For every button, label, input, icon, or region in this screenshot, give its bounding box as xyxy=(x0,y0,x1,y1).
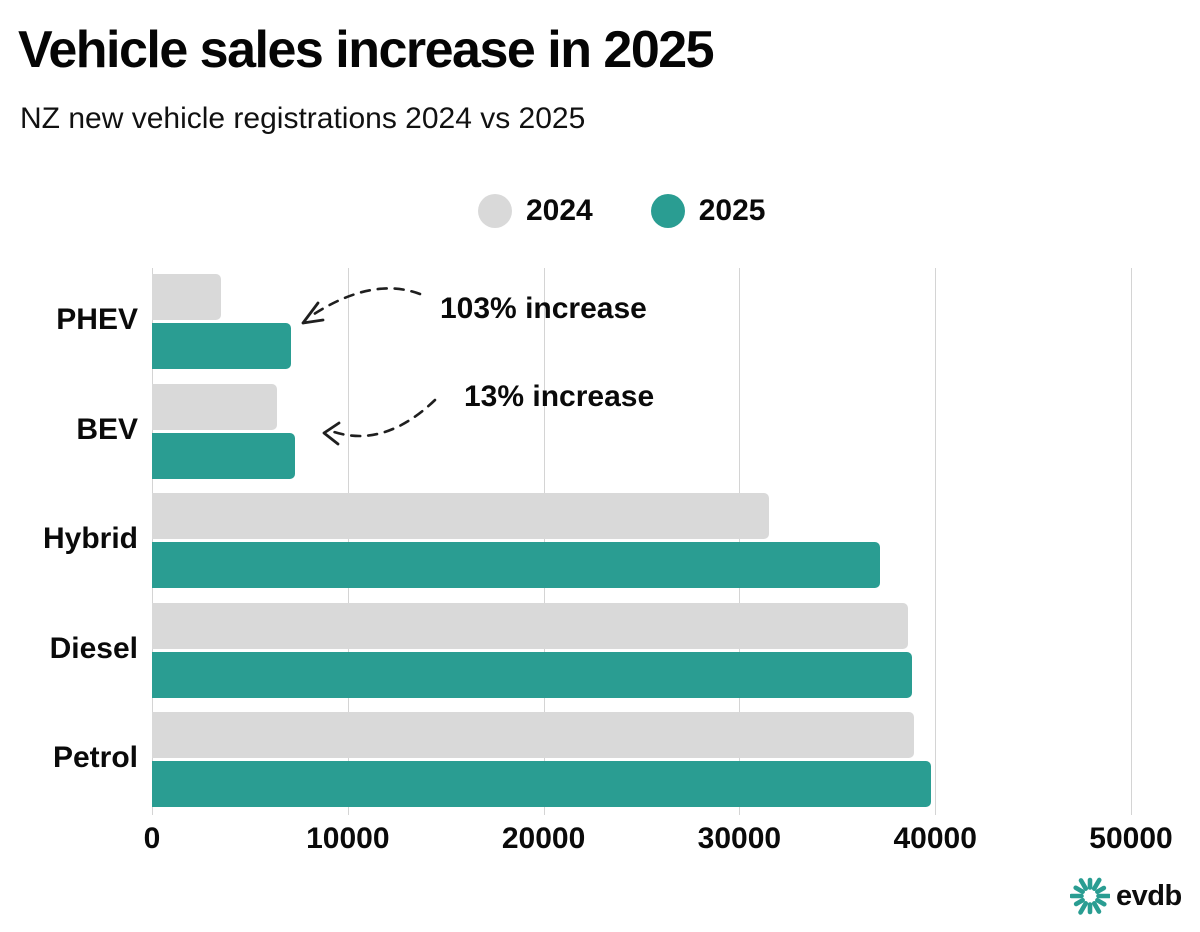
legend-label-2024: 2024 xyxy=(526,194,593,227)
bar-2025-diesel xyxy=(152,651,912,698)
xtick-label-0: 0 xyxy=(143,822,161,855)
legend-item-2024: 2024 xyxy=(478,194,593,228)
category-label-hybrid: Hybrid xyxy=(42,522,138,555)
bar-2025-phev xyxy=(152,323,292,369)
logo-text: evdb xyxy=(1116,879,1182,912)
gridline-0 xyxy=(152,268,153,815)
gridline-20000 xyxy=(543,268,545,815)
gridline-10000 xyxy=(347,268,349,815)
bar-2025-hybrid xyxy=(152,542,881,588)
xtick-label-30000: 30000 xyxy=(697,822,782,855)
legend-swatch-2024-icon xyxy=(478,194,512,228)
legend-item-2025: 2025 xyxy=(650,194,766,228)
xtick-label-20000: 20000 xyxy=(501,822,586,855)
bar-2025-petrol xyxy=(152,761,932,807)
bar-2024-hybrid xyxy=(152,493,769,539)
bar-2024-diesel xyxy=(152,602,908,649)
plot-area xyxy=(152,268,1132,815)
evdb-starburst-icon xyxy=(1070,877,1110,915)
xtick-label-40000: 40000 xyxy=(893,822,977,855)
bar-2024-bev xyxy=(152,383,278,430)
bar-2024-phev xyxy=(152,274,221,320)
category-label-petrol: Petrol xyxy=(52,741,138,774)
xtick-label-50000: 50000 xyxy=(1089,822,1173,855)
bar-2024-petrol xyxy=(152,712,914,758)
chart-subtitle: NZ new vehicle registrations 2024 vs 202… xyxy=(20,102,586,135)
category-label-phev: PHEV xyxy=(56,303,138,336)
category-label-diesel: Diesel xyxy=(49,631,138,665)
annotation-phev-increase: 103% increase xyxy=(440,292,647,325)
bar-2025-bev xyxy=(152,432,295,479)
category-label-bev: BEV xyxy=(76,412,138,446)
logo: evdb xyxy=(1070,876,1182,916)
legend-swatch-2025-icon xyxy=(650,194,685,228)
gridline-30000 xyxy=(739,268,741,815)
chart-title: Vehicle sales increase in 2025 xyxy=(18,21,715,79)
legend-label-2025: 2025 xyxy=(698,194,766,227)
legend: 2024 2025 xyxy=(478,194,824,228)
annotation-bev-increase: 13% increase xyxy=(464,380,655,413)
xtick-label-10000: 10000 xyxy=(306,822,390,855)
gridline-50000 xyxy=(1131,268,1132,815)
gridline-40000 xyxy=(935,268,937,815)
